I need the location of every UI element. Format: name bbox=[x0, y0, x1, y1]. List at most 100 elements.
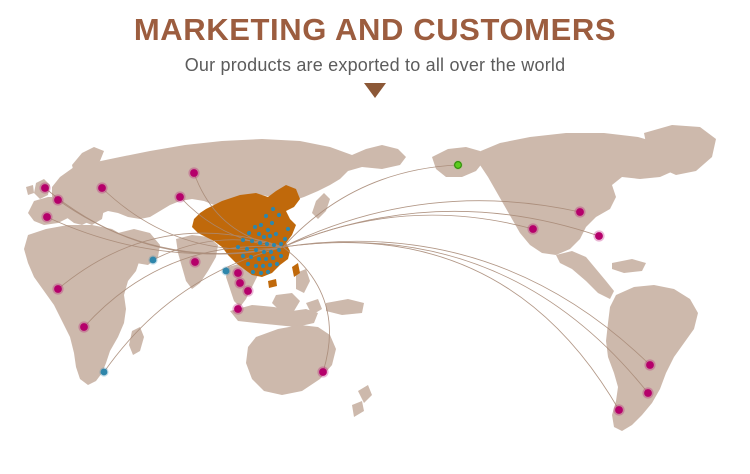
destination-marker-south-africa[interactable] bbox=[99, 367, 109, 377]
china-city-dot bbox=[264, 241, 270, 247]
china-city-dot bbox=[253, 263, 259, 269]
marker-dot bbox=[176, 193, 184, 201]
world-map-svg bbox=[24, 125, 716, 431]
destination-marker-vietnam[interactable] bbox=[242, 285, 254, 297]
trade-route-arc bbox=[179, 196, 284, 248]
destination-marker-poland[interactable] bbox=[96, 182, 108, 194]
china-city-dot bbox=[250, 269, 256, 275]
scandinavia-landmass bbox=[72, 147, 104, 175]
marker-dot bbox=[80, 323, 88, 331]
destination-marker-brazil[interactable] bbox=[644, 359, 656, 371]
china-city-dot bbox=[265, 269, 271, 275]
trade-route-arc bbox=[282, 164, 459, 248]
eurasia-landmass bbox=[52, 139, 406, 225]
china-city-dot bbox=[257, 240, 263, 246]
destination-marker-nigeria[interactable] bbox=[52, 283, 64, 295]
marker-dot bbox=[576, 208, 584, 216]
destination-marker-france[interactable] bbox=[52, 194, 64, 206]
china-city-dot bbox=[258, 222, 264, 228]
china-city-dot bbox=[249, 238, 255, 244]
china-city-dot bbox=[271, 242, 277, 248]
marker-dot bbox=[236, 279, 244, 287]
china-city-dot bbox=[256, 231, 262, 237]
marker-dot bbox=[646, 361, 654, 369]
china-city-dot bbox=[245, 261, 251, 267]
destination-marker-central-asia[interactable] bbox=[174, 191, 186, 203]
china-city-dot-layer bbox=[235, 206, 291, 276]
marker-dot bbox=[222, 267, 230, 275]
china-city-dot bbox=[244, 246, 250, 252]
destination-marker-bangladesh[interactable] bbox=[221, 266, 231, 276]
marker-dot bbox=[43, 213, 51, 221]
destination-marker-spain[interactable] bbox=[41, 211, 53, 223]
destination-marker-usa-central[interactable] bbox=[574, 206, 586, 218]
marker-dot bbox=[54, 285, 62, 293]
trade-route-arc bbox=[282, 200, 581, 248]
borneo-landmass bbox=[272, 293, 300, 311]
destination-marker-chile[interactable] bbox=[613, 404, 625, 416]
landmass-layer bbox=[24, 125, 716, 431]
marker-dot bbox=[191, 258, 199, 266]
china-city-dot bbox=[263, 213, 269, 219]
marker-dot bbox=[454, 161, 462, 169]
new-zealand-landmass bbox=[358, 385, 372, 403]
marker-dot bbox=[234, 305, 242, 313]
destination-marker-malaysia[interactable] bbox=[232, 303, 244, 315]
south-europe-landmass bbox=[78, 205, 104, 225]
china-city-dot bbox=[261, 249, 267, 255]
west-europe-landmass bbox=[28, 197, 76, 225]
destination-marker-myanmar[interactable] bbox=[232, 267, 244, 279]
destination-marker-uae[interactable] bbox=[148, 255, 158, 265]
marker-dot bbox=[595, 232, 603, 240]
trade-route-arc bbox=[282, 242, 620, 411]
china-city-dot bbox=[278, 253, 284, 259]
china-city-dot bbox=[273, 231, 279, 237]
destination-marker-congo[interactable] bbox=[78, 321, 90, 333]
marker-dot bbox=[234, 269, 242, 277]
ireland-landmass bbox=[26, 185, 34, 195]
page-title: MARKETING AND CUSTOMERS bbox=[133, 12, 617, 47]
marker-dot bbox=[529, 225, 537, 233]
china-city-dot bbox=[267, 262, 273, 268]
destination-marker-uk[interactable] bbox=[39, 182, 51, 194]
destination-marker-layer bbox=[39, 160, 656, 416]
trade-route-arc bbox=[57, 232, 284, 290]
banner-header: MARKETING AND CUSTOMERS Our products are… bbox=[0, 0, 750, 110]
destination-marker-australia[interactable] bbox=[317, 366, 329, 378]
marker-dot bbox=[98, 184, 106, 192]
destination-marker-india[interactable] bbox=[189, 256, 201, 268]
destination-marker-usa-east[interactable] bbox=[593, 230, 605, 242]
china-city-dot bbox=[261, 234, 267, 240]
destination-marker-usa-west[interactable] bbox=[527, 223, 539, 235]
sulawesi-landmass bbox=[306, 299, 322, 315]
trade-route-arc bbox=[83, 245, 284, 328]
hainan-highlight bbox=[268, 279, 277, 288]
china-city-dot bbox=[240, 253, 246, 259]
destination-marker-west-russia[interactable] bbox=[188, 167, 200, 179]
china-city-dot bbox=[263, 256, 269, 262]
marker-dot bbox=[319, 368, 327, 376]
china-city-dot bbox=[269, 220, 275, 226]
marker-dot bbox=[100, 368, 108, 376]
trade-route-arc bbox=[282, 246, 330, 373]
destination-marker-argentina[interactable] bbox=[642, 387, 654, 399]
new-zealand-south-landmass bbox=[352, 401, 364, 417]
new-guinea-landmass bbox=[326, 299, 364, 315]
trade-route-arc bbox=[282, 210, 600, 248]
marker-dot bbox=[615, 406, 623, 414]
china-city-dot bbox=[246, 230, 252, 236]
marker-dot bbox=[41, 184, 49, 192]
destination-marker-thailand[interactable] bbox=[234, 277, 246, 289]
indonesia-landmass bbox=[230, 305, 318, 327]
china-city-dot bbox=[276, 212, 282, 218]
trade-route-arc bbox=[46, 216, 284, 255]
destination-marker-alaska[interactable] bbox=[453, 160, 463, 170]
china-city-dot bbox=[258, 270, 264, 276]
china-city-dot bbox=[285, 226, 291, 232]
china-city-dot bbox=[278, 241, 284, 247]
china-city-dot bbox=[248, 254, 254, 260]
taiwan-highlight bbox=[292, 263, 300, 277]
china-city-dot bbox=[235, 244, 241, 250]
australia-landmass bbox=[246, 325, 336, 395]
